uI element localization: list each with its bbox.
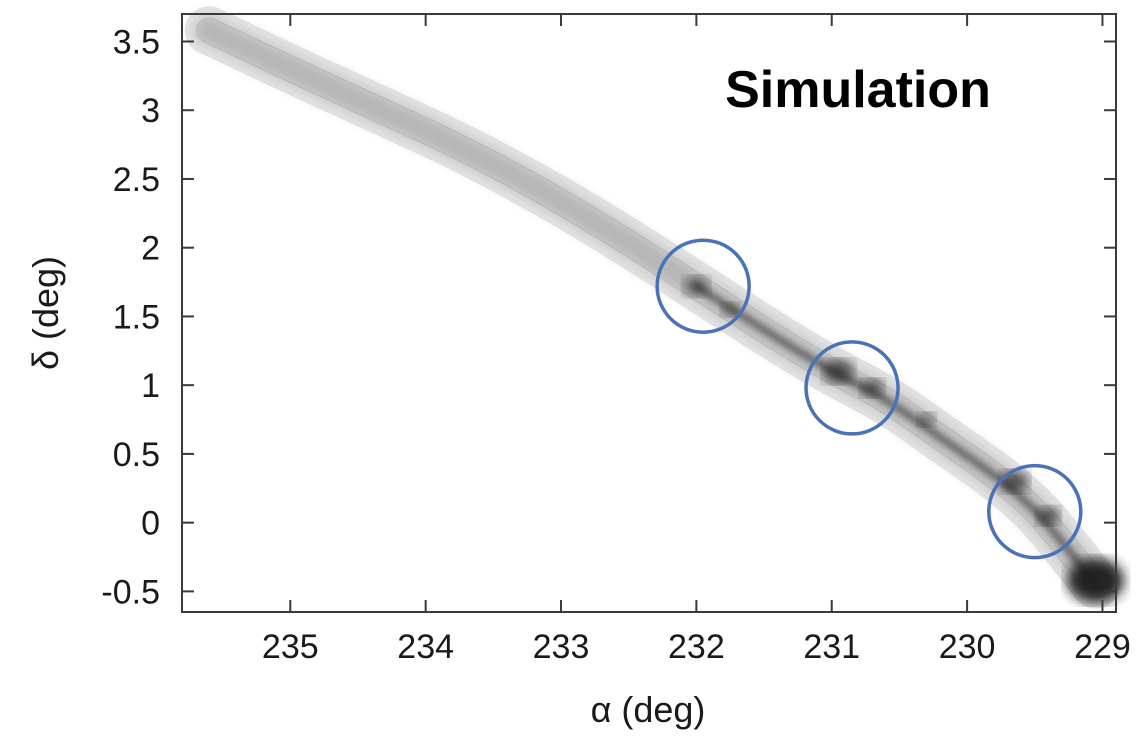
density-clump	[1036, 506, 1061, 525]
plot-frame	[181, 13, 1117, 613]
highlight-circle	[987, 463, 1083, 560]
x-tick-label: 233	[533, 628, 590, 666]
x-tick-label: 232	[668, 628, 725, 666]
density-clump	[917, 412, 936, 427]
y-tick-labels: 3.5 3 2.5 2 1.5 1 0.5 0 -0.5	[101, 23, 160, 611]
density-clump	[721, 302, 740, 317]
y-tick-label: 3.5	[113, 23, 160, 61]
y-axis-title: δ (deg)	[25, 256, 66, 370]
x-tick-label: 230	[939, 628, 996, 666]
y-tick-label: 1	[141, 367, 160, 405]
density-clump	[1000, 470, 1029, 493]
x-tick-label: 234	[397, 628, 454, 666]
simulation-label: Simulation	[725, 61, 991, 119]
density-clump	[683, 276, 710, 297]
highlight-circle	[655, 238, 751, 334]
y-tick-label: 0.5	[113, 436, 160, 474]
x-tick-label: 229	[1074, 628, 1131, 666]
axis-ticks	[182, 14, 1116, 612]
y-tick-label: 3	[141, 92, 160, 130]
y-tick-label: 1.5	[113, 298, 160, 336]
x-tick-label: 231	[803, 628, 860, 666]
y-tick-label: 2.5	[113, 161, 160, 199]
highlight-circle	[804, 340, 900, 436]
highlight-circles	[655, 238, 1083, 560]
density-clump	[822, 359, 855, 384]
x-tick-label: 235	[262, 628, 319, 666]
y-tick-label: 2	[141, 230, 160, 268]
density-core	[692, 282, 1100, 589]
density-clump	[860, 378, 885, 397]
x-tick-labels: 235 234 233 232 231 230 229	[262, 628, 1131, 666]
y-tick-label: -0.5	[101, 573, 160, 611]
y-tick-label: 0	[141, 505, 160, 543]
x-axis-title: α (deg)	[591, 689, 706, 730]
